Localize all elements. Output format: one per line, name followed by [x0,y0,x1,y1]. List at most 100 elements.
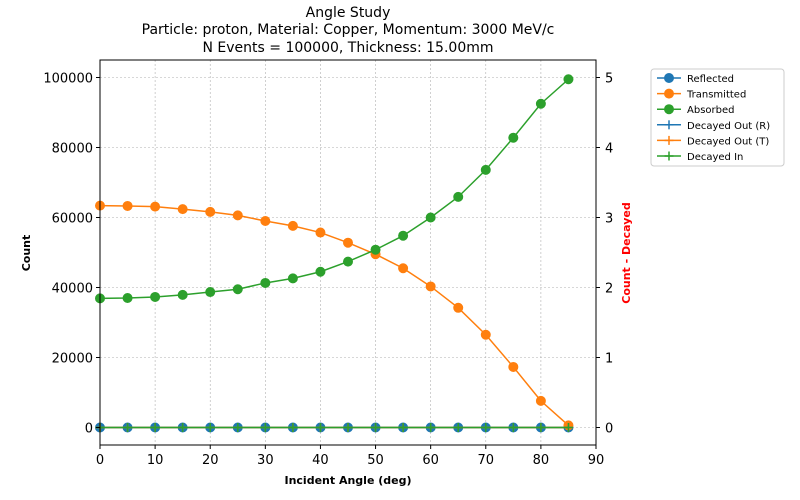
data-point-absorbed [150,291,161,302]
data-point-transmitted [398,263,409,274]
y-tick-label: 20000 [52,352,93,367]
series-line-transmitted [99,204,569,426]
series-transmitted [95,200,574,431]
data-point-decayed-in [453,423,463,432]
legend-marker-decayed-out-r [664,120,674,130]
data-point-transmitted [232,210,243,221]
x-tick-label: 0 [96,453,104,468]
data-point-decayed-in [315,423,325,432]
series-line-absorbed [99,78,569,300]
legend-item-decayed-out-r: Decayed Out (R) [657,120,770,132]
legend-marker-decayed-out-t [664,135,674,145]
legend-label-reflected: Reflected [687,74,734,85]
data-point-absorbed [535,98,546,109]
data-point-decayed-in [288,423,298,432]
legend-box [650,68,785,167]
title-line-3: N Events = 100000, Thickness: 15.00mm [202,40,493,56]
y2-tick-label: 3 [605,212,613,227]
x-tick-label: 50 [367,453,384,468]
y-tick-label: 80000 [52,142,93,157]
x-tick-label: 90 [588,453,605,468]
data-point-transmitted [205,206,216,217]
data-point-decayed-in [371,423,381,432]
data-point-transmitted [535,395,546,406]
legend-marker-reflected [664,73,674,83]
data-point-absorbed [177,289,188,300]
data-point-transmitted [260,216,271,226]
data-point-decayed-in [260,423,270,432]
data-point-transmitted [480,329,491,340]
y2-tick-label: 1 [605,352,613,367]
x-tick-label: 40 [312,453,329,468]
data-point-decayed-in [343,423,353,432]
data-point-absorbed [287,273,298,284]
legend-marker-transmitted [664,88,674,99]
legend-item-reflected: Reflected [657,73,734,85]
data-point-transmitted [122,200,133,211]
data-point-absorbed [205,287,216,298]
data-point-absorbed [122,293,133,303]
x-tick-label: 80 [533,453,550,468]
x-tick-label: 60 [422,453,439,468]
data-point-transmitted [343,237,353,248]
y2-axis-label: Count - Decayed [620,202,633,303]
legend-marker-absorbed [664,104,674,115]
x-tick-label: 20 [202,453,219,468]
data-point-decayed-in [398,423,408,432]
data-point-transmitted [453,302,464,313]
series-layer [95,74,574,433]
data-point-absorbed [563,74,574,85]
legend: Reflected Transmitted Absorbed Decayed Out … [650,68,785,167]
legend-label-transmitted: Transmitted [686,90,746,101]
legend-marker-decayed-in [664,151,674,161]
series-decayed-in [95,423,573,432]
data-point-decayed-in [426,423,436,432]
title-line-1: Angle Study [306,5,391,21]
y2-tick-label: 4 [605,142,613,157]
legend-label-decayed-out-t: Decayed Out (T) [687,136,769,147]
data-point-transmitted [177,204,188,215]
x-tick-label: 30 [257,453,274,468]
data-point-decayed-in [481,423,491,432]
data-point-decayed-in [563,423,573,432]
data-point-transmitted [315,227,326,238]
x-tick-label: 70 [478,453,495,468]
title-line-2: Particle: proton, Material: Copper, Mome… [142,22,555,38]
legend-item-absorbed: Absorbed [657,104,734,116]
data-point-decayed-in [233,423,243,432]
data-point-decayed-in [205,423,215,432]
y2-tick-label: 2 [605,282,613,297]
data-point-absorbed [453,191,464,202]
data-point-absorbed [232,284,243,295]
y2-tick-label: 0 [605,422,613,437]
y-tick-label: 40000 [52,282,93,297]
data-point-absorbed [315,266,326,277]
legend-item-decayed-in: Decayed In [657,151,743,163]
legend-label-decayed-out-r: Decayed Out (R) [687,121,770,132]
data-point-transmitted [425,281,436,292]
data-point-absorbed [260,277,271,288]
data-point-absorbed [398,230,409,241]
data-point-absorbed [370,244,381,255]
data-point-decayed-in [178,423,188,432]
y-axis-label: Count [20,235,33,272]
data-point-decayed-in [150,423,160,432]
y-tick-label: 100000 [43,72,93,87]
legend-label-decayed-in: Decayed In [687,152,743,163]
data-point-absorbed [508,132,519,143]
legend-item-decayed-out-t: Decayed Out (T) [657,135,769,147]
grid-lines [99,60,597,445]
data-point-transmitted [150,201,161,212]
y-axis-right: 0 1 2 3 4 5 [596,72,613,437]
y-axis-left: 0 20000 40000 60000 80000 100000 [43,72,100,437]
y2-tick-label: 5 [605,72,613,87]
data-point-decayed-in [123,423,133,432]
x-axis: 0 10 20 30 40 50 60 70 80 90 [96,445,604,468]
data-point-decayed-in [508,423,518,432]
x-tick-label: 10 [147,453,164,468]
data-point-transmitted [508,361,519,372]
plot-frame [99,59,597,446]
data-point-absorbed [480,164,491,175]
y-tick-label: 60000 [52,212,93,227]
